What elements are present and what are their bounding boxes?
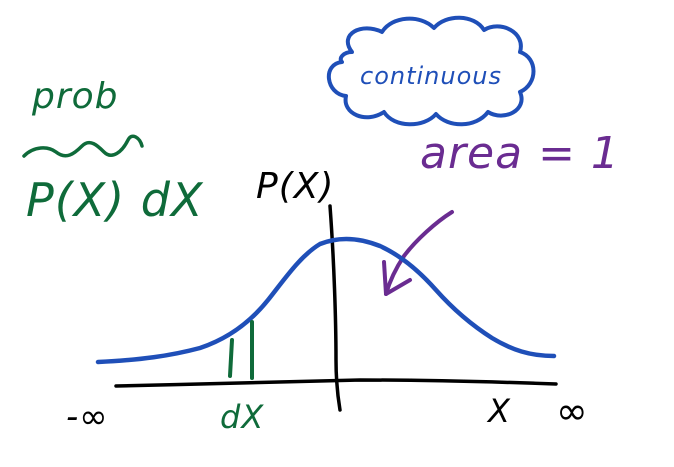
y-axis-label: P(X) <box>256 166 334 207</box>
prob-squiggle <box>22 134 144 158</box>
dx-strip: dX <box>220 320 264 436</box>
area-arrow-shaft <box>384 210 454 296</box>
dx-label: dX <box>220 398 264 436</box>
probability-density-label: P(X) dX <box>26 173 204 227</box>
negative-infinity-label: -∞ <box>66 397 109 437</box>
x-axis-line <box>114 378 558 388</box>
axes <box>114 204 558 412</box>
prob-label: prob <box>31 76 119 117</box>
cloud-outline <box>326 15 536 127</box>
area-arrow-head <box>382 260 412 296</box>
dx-strip-left <box>228 338 234 378</box>
continuous-cloud: continuous <box>326 15 536 127</box>
probability-annotation: prob P(X) dX <box>22 76 204 227</box>
area-annotation: area = 1 <box>382 128 620 296</box>
x-axis-label: X <box>486 392 511 430</box>
positive-infinity-label: ∞ <box>556 389 589 433</box>
density-curve <box>95 236 557 365</box>
area-label: area = 1 <box>420 128 620 179</box>
y-axis-line <box>328 204 342 412</box>
continuous-label: continuous <box>360 62 502 90</box>
